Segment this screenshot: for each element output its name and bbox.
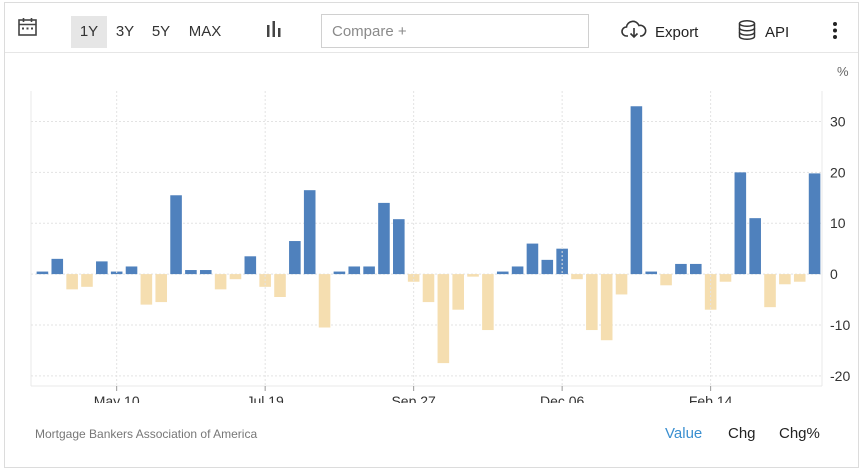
bar — [645, 271, 658, 275]
bar — [125, 266, 138, 275]
bar-chart-icon[interactable] — [265, 20, 283, 43]
bar — [482, 274, 494, 331]
bar — [779, 274, 791, 285]
source-label: Mortgage Bankers Association of America — [35, 427, 258, 441]
x-tick-label: Feb 14 — [689, 393, 733, 403]
bar — [199, 270, 212, 275]
bar — [244, 256, 257, 275]
bar — [541, 259, 554, 275]
api-button[interactable]: API — [737, 16, 789, 48]
export-button[interactable]: Export — [621, 16, 698, 48]
bar — [66, 274, 78, 290]
bar — [526, 243, 539, 275]
bar — [452, 274, 464, 310]
more-vert-icon[interactable] — [831, 21, 839, 46]
bar — [170, 195, 182, 275]
bar — [363, 266, 375, 275]
x-tick-label: Sep 27 — [391, 393, 436, 403]
export-label: Export — [655, 23, 699, 41]
range-button-max[interactable]: MAX — [188, 23, 222, 40]
y-tick-label: -10 — [830, 317, 850, 333]
bar — [274, 274, 286, 297]
range-button-5y[interactable]: 5Y — [151, 23, 171, 40]
y-tick-label: -20 — [830, 368, 850, 384]
bar — [51, 258, 64, 275]
bar — [348, 266, 361, 275]
bar — [229, 274, 242, 280]
range-button-3y[interactable]: 3Y — [115, 23, 135, 40]
bar — [571, 274, 583, 280]
bar — [378, 202, 390, 275]
bar — [140, 274, 153, 305]
range-button-1y[interactable]: 1Y — [71, 16, 107, 48]
bar — [675, 263, 687, 275]
bar — [660, 274, 672, 286]
bar — [719, 274, 732, 282]
bar — [556, 248, 568, 275]
bar — [764, 274, 776, 308]
compare-input[interactable] — [321, 14, 589, 48]
bar — [422, 274, 435, 303]
bar — [586, 274, 598, 331]
x-tick-label: May 10 — [94, 393, 140, 403]
bar — [393, 219, 405, 275]
bar — [36, 271, 49, 275]
bar — [155, 274, 168, 303]
y-tick-label: 20 — [830, 164, 846, 180]
bar — [600, 274, 613, 341]
bar — [689, 263, 702, 275]
mode-button-chg-percent[interactable]: Chg% — [779, 425, 820, 442]
bar — [407, 274, 420, 282]
api-label: API — [765, 23, 790, 41]
cloud-download-icon — [621, 20, 647, 45]
bar — [437, 274, 450, 364]
bar — [289, 241, 301, 275]
bar — [96, 261, 108, 275]
calendar-icon[interactable] — [17, 16, 39, 43]
bar-chart: 30 20 10 0 -10 -20 May 10 Jul 19 Sep 27 Dec 06 Feb… — [30, 91, 850, 403]
bar — [214, 274, 227, 290]
bar — [81, 274, 93, 287]
bar — [630, 106, 643, 275]
x-tick-label: Dec 06 — [540, 393, 585, 403]
chart-widget: 1Y 3Y 5Y MAX Export — [4, 2, 859, 468]
toolbar: 1Y 3Y 5Y MAX Export — [5, 3, 858, 53]
bar — [615, 274, 628, 295]
bar — [749, 218, 761, 275]
bar — [496, 271, 509, 275]
bar — [467, 274, 479, 277]
y-tick-label: 30 — [830, 114, 846, 130]
bar — [185, 270, 197, 275]
y-tick-label: 10 — [830, 215, 846, 231]
mode-button-chg[interactable]: Chg — [728, 425, 756, 442]
bar — [793, 274, 806, 282]
bar — [734, 172, 747, 275]
bar — [303, 190, 316, 275]
bar — [333, 271, 346, 275]
bar — [808, 173, 821, 275]
database-icon — [737, 19, 757, 46]
mode-button-value[interactable]: Value — [665, 425, 703, 442]
unit-label: % — [837, 64, 849, 79]
bar — [318, 274, 331, 328]
y-tick-label: 0 — [830, 266, 838, 282]
bar — [511, 266, 524, 275]
x-tick-label: Jul 19 — [246, 393, 284, 403]
